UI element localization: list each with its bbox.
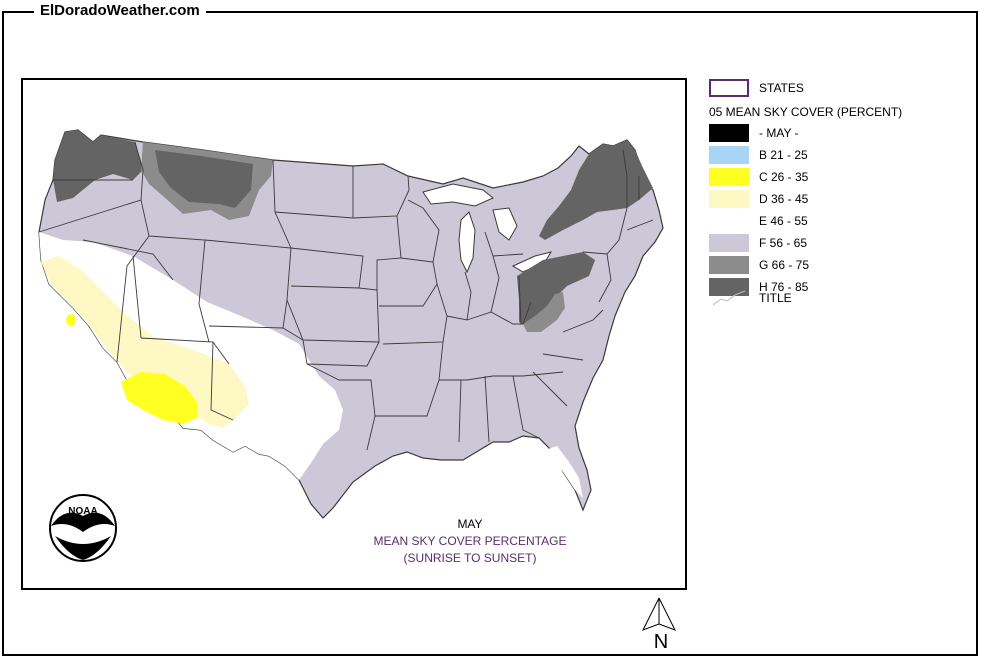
region-h-northeast: [539, 140, 653, 240]
legend-title-label: TITLE: [759, 291, 792, 305]
legend-item: D 36 - 45: [709, 189, 808, 209]
legend-states-row: STATES: [709, 78, 804, 98]
noaa-logo-icon: NOAA: [49, 494, 117, 562]
region-c-arizona: [121, 372, 197, 424]
region-h-pacific-northwest: [53, 130, 143, 202]
legend-layer-title: 05 MEAN SKY COVER (PERCENT): [709, 105, 903, 119]
map-caption: MAY MEAN SKY COVER PERCENTAGE (SUNRISE T…: [330, 516, 610, 567]
legend-item-label: C 26 - 35: [759, 170, 809, 184]
legend-item: E 46 - 55: [709, 211, 808, 231]
us-sky-cover-map: [38, 129, 664, 519]
legend-item: F 56 - 65: [709, 233, 807, 253]
outer-frame: [2, 11, 978, 656]
legend-states-label: STATES: [759, 81, 804, 95]
legend-swatch-e: [709, 212, 749, 230]
legend-swatch-d: [709, 190, 749, 208]
legend-swatch-c: [709, 168, 749, 186]
states-outline-swatch: [709, 79, 749, 97]
legend-swatch-f: [709, 234, 749, 252]
legend-title-row: TITLE: [709, 288, 792, 308]
title-line-icon: [712, 290, 746, 306]
caption-line-1: MEAN SKY COVER PERCENTAGE: [373, 534, 567, 548]
caption-month: MAY: [457, 517, 483, 531]
legend-item-label: - MAY -: [759, 126, 799, 140]
north-arrow: N: [637, 594, 689, 659]
region-c-california-spot: [66, 314, 76, 326]
lake-michigan: [458, 211, 476, 274]
region-d-desert: [41, 256, 249, 428]
legend-item: B 21 - 25: [709, 145, 808, 165]
legend-item: - MAY -: [709, 123, 799, 143]
legend-item: H 76 - 85: [709, 277, 808, 297]
lake-huron: [492, 207, 518, 241]
legend-item-label: F 56 - 65: [759, 236, 808, 250]
lake-superior: [422, 183, 494, 207]
legend-swatch-may: [709, 124, 749, 142]
legend-swatch-h: [709, 278, 749, 296]
lake-erie: [511, 251, 553, 273]
state-borders: [38, 141, 654, 451]
north-arrow-icon: N: [641, 597, 677, 653]
noaa-logo: NOAA: [47, 492, 119, 569]
legend-item-label: B 21 - 25: [759, 148, 808, 162]
caption-line-2: (SUNRISE TO SUNSET): [403, 551, 537, 565]
region-g-appalachian: [523, 292, 565, 332]
region-e-florida: [545, 446, 583, 498]
legend-item-label: H 76 - 85: [759, 280, 809, 294]
legend-item-label: G 66 - 75: [759, 258, 810, 272]
north-label: N: [654, 631, 668, 653]
legend-layer-title-row: 05 MEAN SKY COVER (PERCENT): [709, 102, 902, 122]
legend-item-label: E 46 - 55: [759, 214, 808, 228]
region-h-pennsylvania-wv: [517, 252, 595, 328]
legend-item-label: D 36 - 45: [759, 192, 809, 206]
region-h-montana-core: [155, 150, 253, 208]
legend-item: C 26 - 35: [709, 167, 808, 187]
legend-swatch-g: [709, 256, 749, 274]
map-panel: [21, 78, 687, 590]
site-title: ElDoradoWeather.com: [34, 2, 206, 19]
noaa-logo-text: NOAA: [68, 506, 97, 517]
legend-item: G 66 - 75: [709, 255, 809, 275]
legend-swatch-b: [709, 146, 749, 164]
